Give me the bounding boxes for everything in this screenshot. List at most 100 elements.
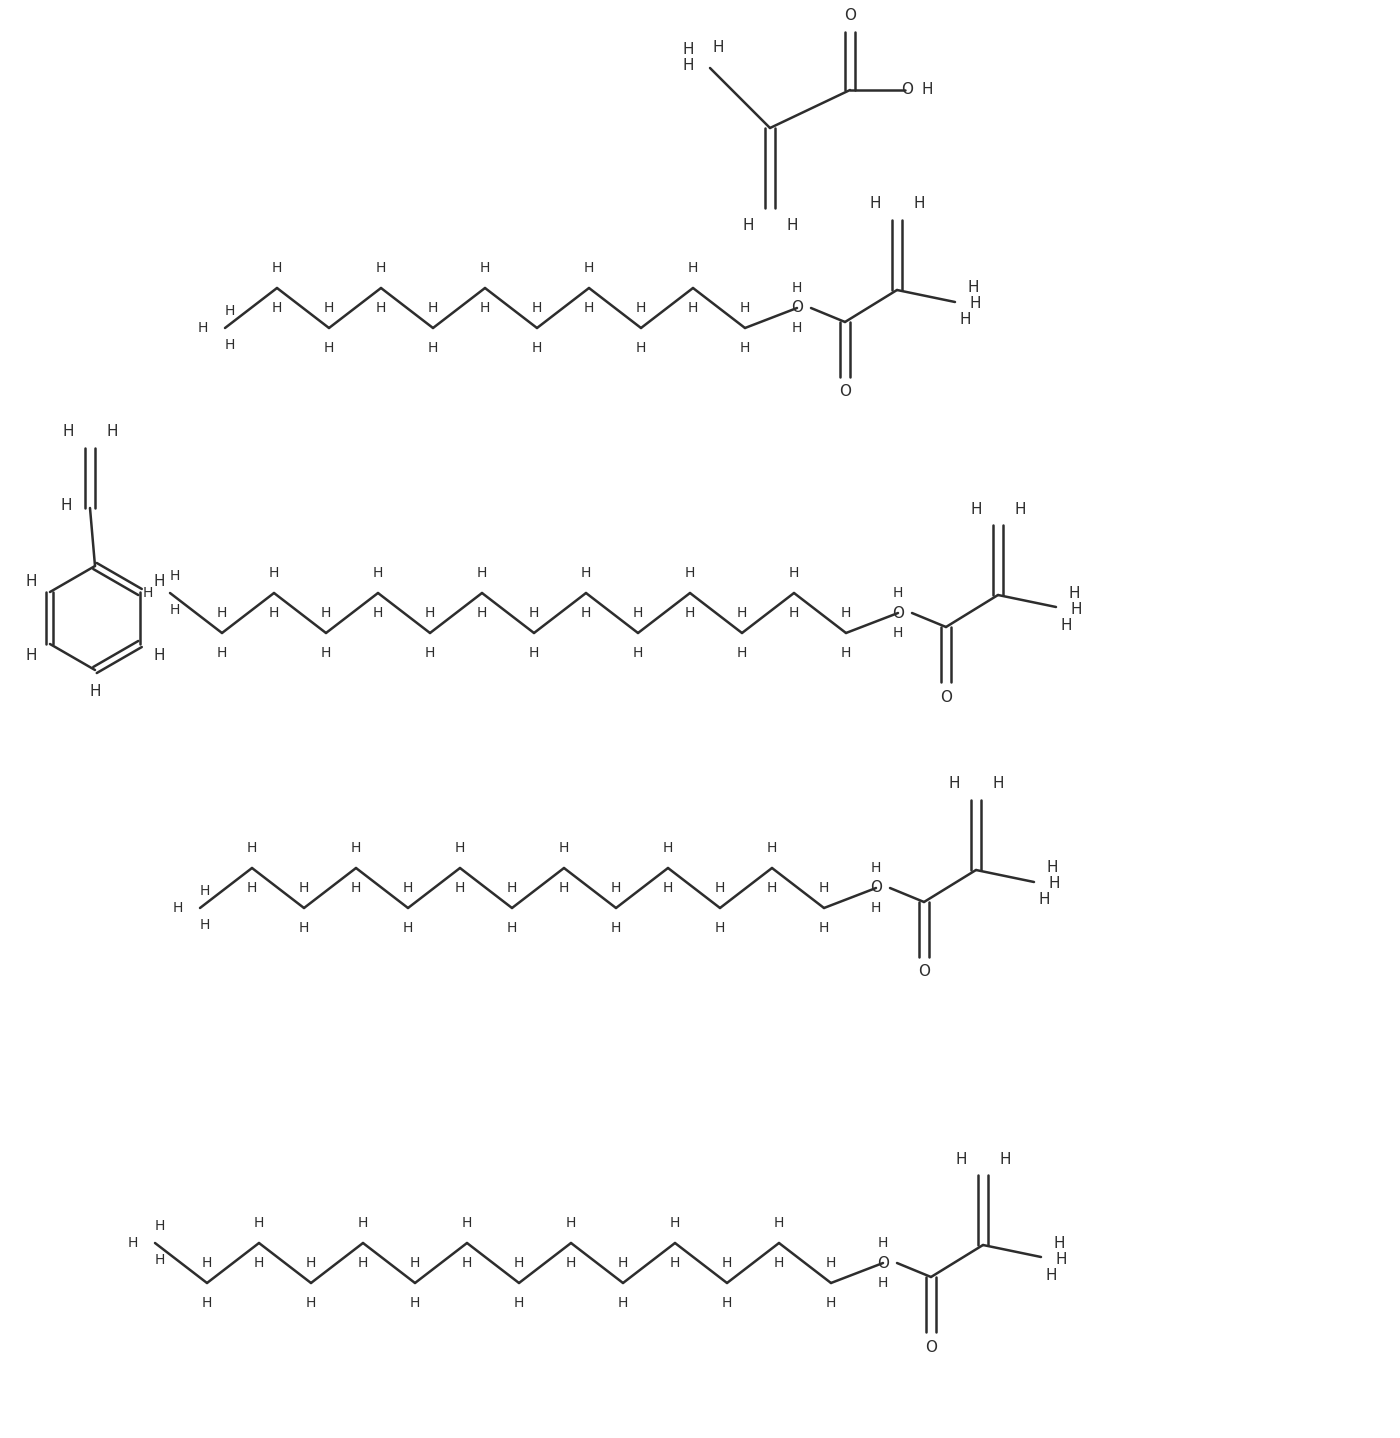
Text: H: H bbox=[106, 424, 118, 440]
Text: H: H bbox=[298, 881, 309, 894]
Text: H: H bbox=[792, 280, 802, 295]
Text: H: H bbox=[62, 424, 74, 440]
Text: H: H bbox=[529, 646, 539, 660]
Text: H: H bbox=[581, 605, 591, 620]
Text: H: H bbox=[559, 841, 570, 856]
Text: H: H bbox=[323, 341, 335, 355]
Text: H: H bbox=[200, 917, 210, 932]
Text: H: H bbox=[403, 920, 413, 935]
Text: H: H bbox=[1049, 877, 1060, 892]
Text: O: O bbox=[918, 965, 930, 979]
Text: H: H bbox=[200, 884, 210, 897]
Text: H: H bbox=[669, 1255, 680, 1270]
Text: H: H bbox=[90, 684, 101, 699]
Text: H: H bbox=[841, 646, 851, 660]
Text: H: H bbox=[959, 312, 970, 328]
Text: H: H bbox=[566, 1217, 577, 1229]
Text: H: H bbox=[633, 605, 643, 620]
Text: H: H bbox=[636, 341, 647, 355]
Text: H: H bbox=[305, 1296, 316, 1310]
Text: H: H bbox=[566, 1255, 577, 1270]
Text: H: H bbox=[155, 1252, 165, 1267]
Text: H: H bbox=[913, 197, 925, 211]
Text: H: H bbox=[1046, 860, 1058, 876]
Text: H: H bbox=[722, 1296, 732, 1310]
Text: H: H bbox=[169, 603, 181, 617]
Text: H: H bbox=[1056, 1251, 1067, 1267]
Text: H: H bbox=[967, 280, 979, 295]
Text: H: H bbox=[633, 646, 643, 660]
Text: H: H bbox=[403, 881, 413, 894]
Text: H: H bbox=[819, 881, 829, 894]
Text: H: H bbox=[253, 1217, 265, 1229]
Text: H: H bbox=[351, 841, 361, 856]
Text: H: H bbox=[253, 1255, 265, 1270]
Text: H: H bbox=[507, 881, 517, 894]
Text: H: H bbox=[272, 301, 283, 315]
Text: H: H bbox=[375, 262, 386, 275]
Text: H: H bbox=[514, 1255, 524, 1270]
Text: H: H bbox=[272, 262, 283, 275]
Text: H: H bbox=[155, 1219, 165, 1232]
Text: H: H bbox=[358, 1255, 368, 1270]
Text: H: H bbox=[372, 605, 384, 620]
Text: H: H bbox=[788, 605, 799, 620]
Text: H: H bbox=[617, 1255, 629, 1270]
Text: H: H bbox=[819, 920, 829, 935]
Text: H: H bbox=[532, 341, 542, 355]
Text: H: H bbox=[246, 881, 258, 894]
Text: O: O bbox=[839, 384, 851, 400]
Text: H: H bbox=[669, 1217, 680, 1229]
Text: H: H bbox=[787, 219, 798, 233]
Text: H: H bbox=[869, 197, 881, 211]
Text: H: H bbox=[169, 569, 181, 582]
Text: H: H bbox=[682, 43, 694, 58]
Text: H: H bbox=[172, 902, 183, 915]
Text: H: H bbox=[662, 881, 673, 894]
Text: H: H bbox=[1053, 1235, 1065, 1251]
Text: H: H bbox=[970, 502, 981, 516]
Text: H: H bbox=[225, 303, 235, 318]
Text: H: H bbox=[269, 605, 279, 620]
Text: O: O bbox=[925, 1340, 937, 1355]
Text: H: H bbox=[878, 1276, 888, 1290]
Text: H: H bbox=[127, 1237, 139, 1250]
Text: H: H bbox=[715, 881, 725, 894]
Text: H: H bbox=[143, 587, 153, 600]
Text: H: H bbox=[323, 301, 335, 315]
Text: H: H bbox=[217, 646, 227, 660]
Text: H: H bbox=[480, 262, 490, 275]
Text: H: H bbox=[532, 301, 542, 315]
Text: H: H bbox=[584, 301, 594, 315]
Text: H: H bbox=[1060, 617, 1072, 633]
Text: H: H bbox=[462, 1217, 472, 1229]
Text: H: H bbox=[581, 567, 591, 580]
Text: O: O bbox=[844, 9, 855, 23]
Text: H: H bbox=[1039, 893, 1050, 907]
Text: H: H bbox=[477, 605, 487, 620]
Text: H: H bbox=[298, 920, 309, 935]
Text: H: H bbox=[351, 881, 361, 894]
Text: H: H bbox=[197, 321, 209, 335]
Text: H: H bbox=[410, 1296, 420, 1310]
Text: H: H bbox=[1070, 601, 1082, 617]
Text: H: H bbox=[202, 1255, 213, 1270]
Text: H: H bbox=[610, 881, 622, 894]
Text: H: H bbox=[477, 567, 487, 580]
Text: H: H bbox=[455, 881, 465, 894]
Text: H: H bbox=[969, 296, 981, 312]
Text: H: H bbox=[559, 881, 570, 894]
Text: H: H bbox=[636, 301, 647, 315]
Text: H: H bbox=[480, 301, 490, 315]
Text: H: H bbox=[948, 777, 960, 791]
Text: O: O bbox=[939, 689, 952, 705]
Text: H: H bbox=[722, 1255, 732, 1270]
Text: H: H bbox=[1000, 1152, 1011, 1166]
Text: H: H bbox=[584, 262, 594, 275]
Text: H: H bbox=[713, 40, 724, 56]
Text: H: H bbox=[1068, 585, 1079, 601]
Text: H: H bbox=[826, 1255, 836, 1270]
Text: H: H bbox=[687, 301, 699, 315]
Text: H: H bbox=[878, 1237, 888, 1250]
Text: H: H bbox=[217, 605, 227, 620]
